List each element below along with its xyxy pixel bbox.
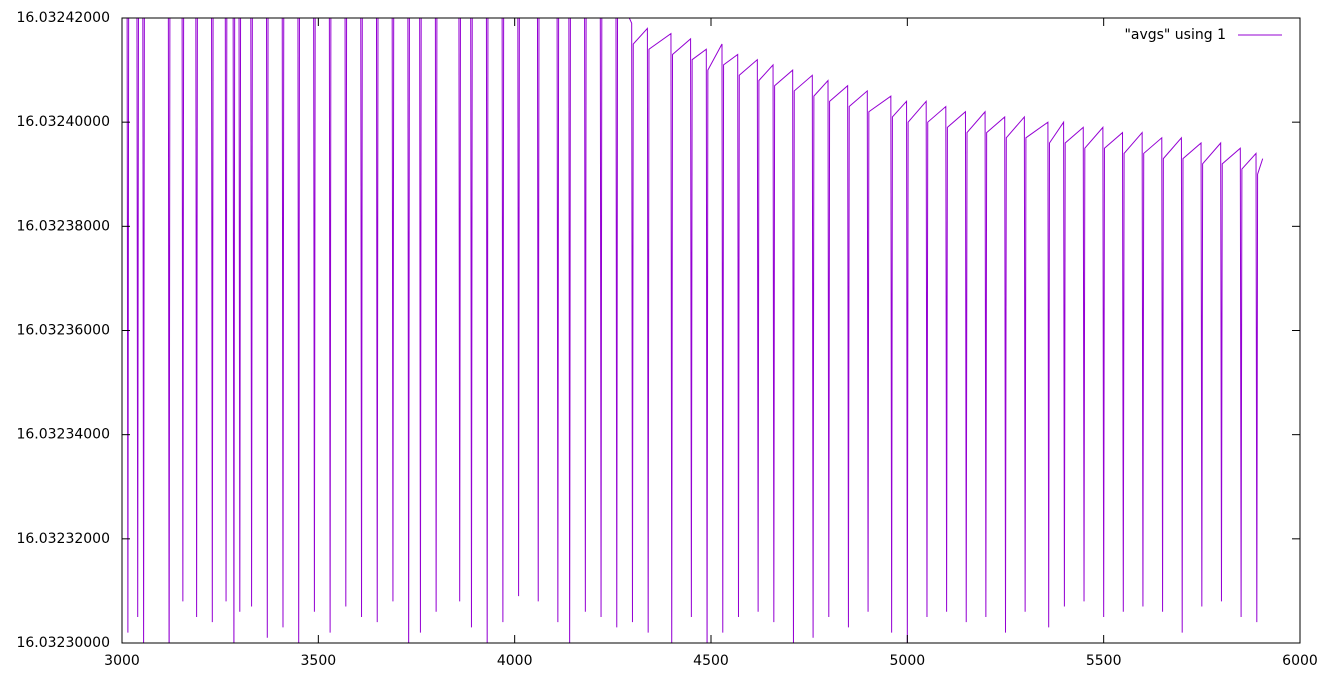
x-tick-label: 3000	[104, 653, 140, 669]
x-tick-label: 5500	[1086, 653, 1122, 669]
x-tick-label: 4500	[693, 653, 729, 669]
legend-label: "avgs" using 1	[1124, 27, 1226, 43]
plot-area	[126, 18, 1264, 643]
y-tick-label: 16.03242000	[16, 10, 110, 26]
x-tick-label: 5000	[890, 653, 926, 669]
y-tick-label: 16.03230000	[16, 635, 110, 651]
data-line	[126, 18, 1264, 643]
y-tick-label: 16.03236000	[16, 323, 110, 339]
y-tick-label: 16.03240000	[16, 114, 110, 130]
x-tick-label: 6000	[1282, 653, 1318, 669]
x-tick-label: 4000	[497, 653, 533, 669]
y-tick-label: 16.03232000	[16, 531, 110, 547]
y-tick-label: 16.03234000	[16, 427, 110, 443]
x-tick-label: 3500	[301, 653, 337, 669]
y-tick-label: 16.03238000	[16, 218, 110, 234]
